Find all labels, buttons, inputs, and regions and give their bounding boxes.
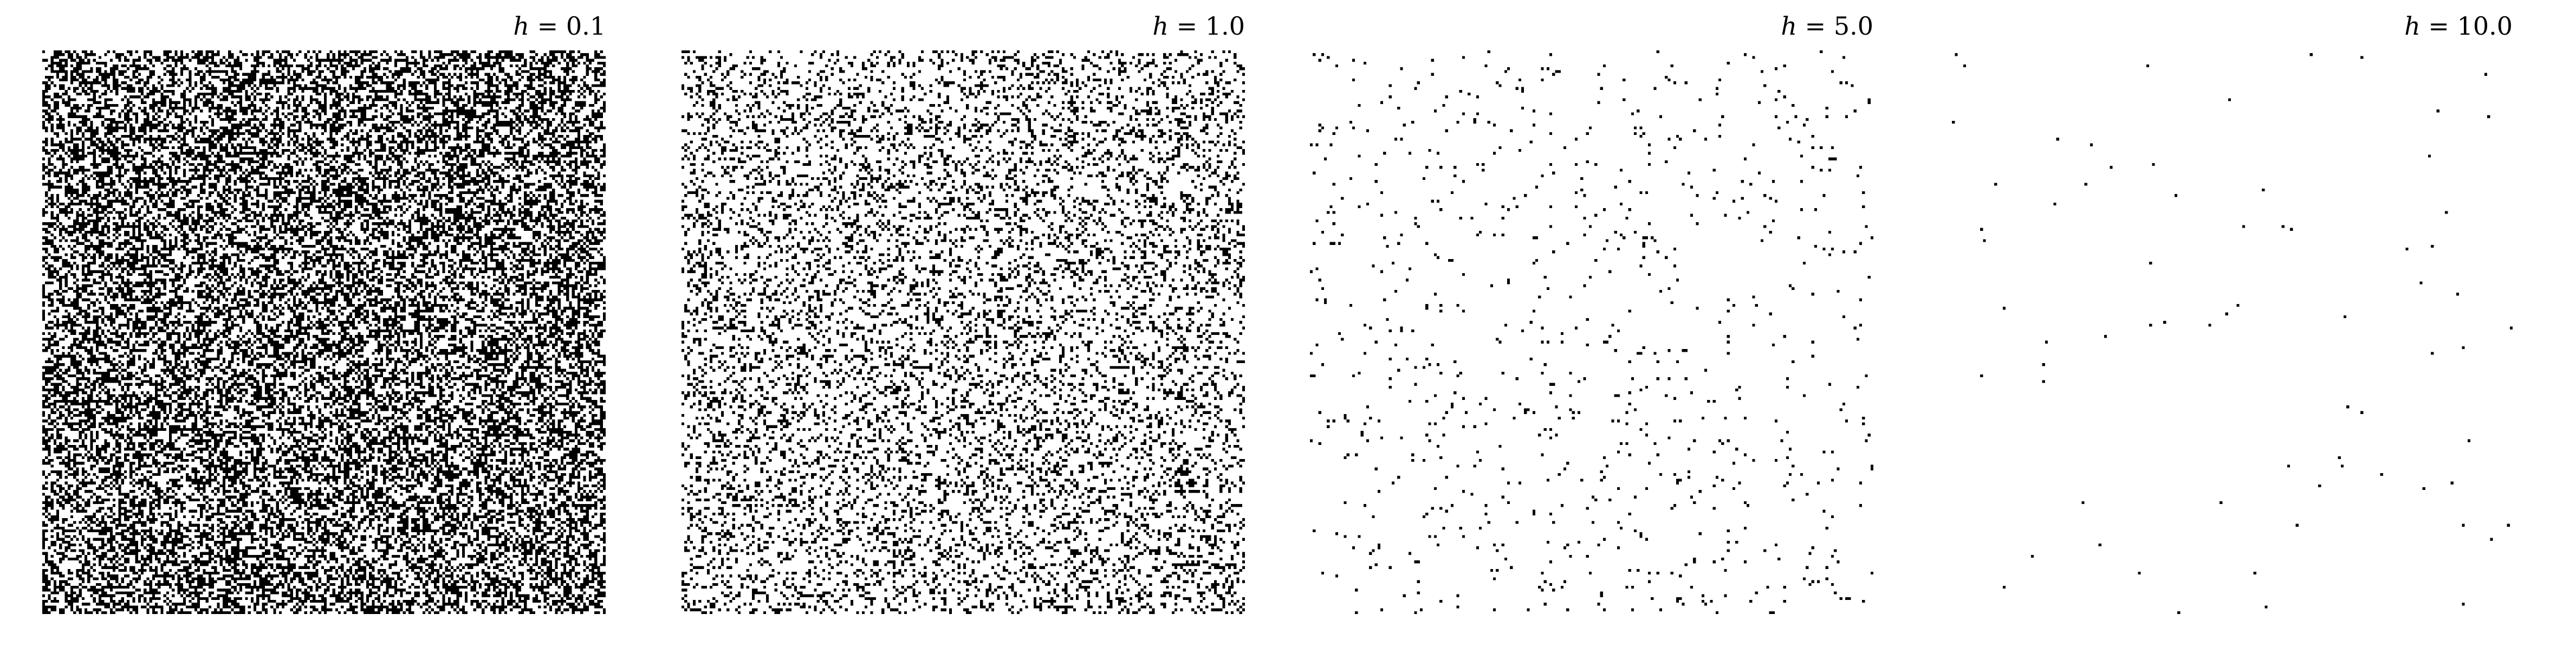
panel-title-variable: h <box>2404 11 2421 41</box>
lattice-image <box>1310 50 1873 614</box>
panel-title-value: = 5.0 <box>1797 11 1873 41</box>
lattice-panel-h-10.0: h = 10.0 <box>1949 0 2513 646</box>
panel-title-variable: h <box>513 11 530 41</box>
lattice-panel-h-0.1: h = 0.1 <box>42 0 606 646</box>
panel-title-value: = 10.0 <box>2420 11 2513 41</box>
panel-title-value: = 0.1 <box>529 11 606 41</box>
panel-title: h = 1.0 <box>1152 10 1245 42</box>
panel-title-variable: h <box>1781 11 1798 41</box>
lattice-panel-h-1.0: h = 1.0 <box>682 0 1245 646</box>
panel-title: h = 0.1 <box>513 10 606 42</box>
panel-title: h = 5.0 <box>1781 10 1873 42</box>
panel-title-value: = 1.0 <box>1169 11 1245 41</box>
panel-title: h = 10.0 <box>2404 10 2513 42</box>
lattice-image <box>682 50 1245 614</box>
lattice-image <box>1949 50 2513 614</box>
panel-title-variable: h <box>1152 11 1169 41</box>
lattice-panel-h-5.0: h = 5.0 <box>1310 0 1873 646</box>
lattice-image <box>42 50 606 614</box>
